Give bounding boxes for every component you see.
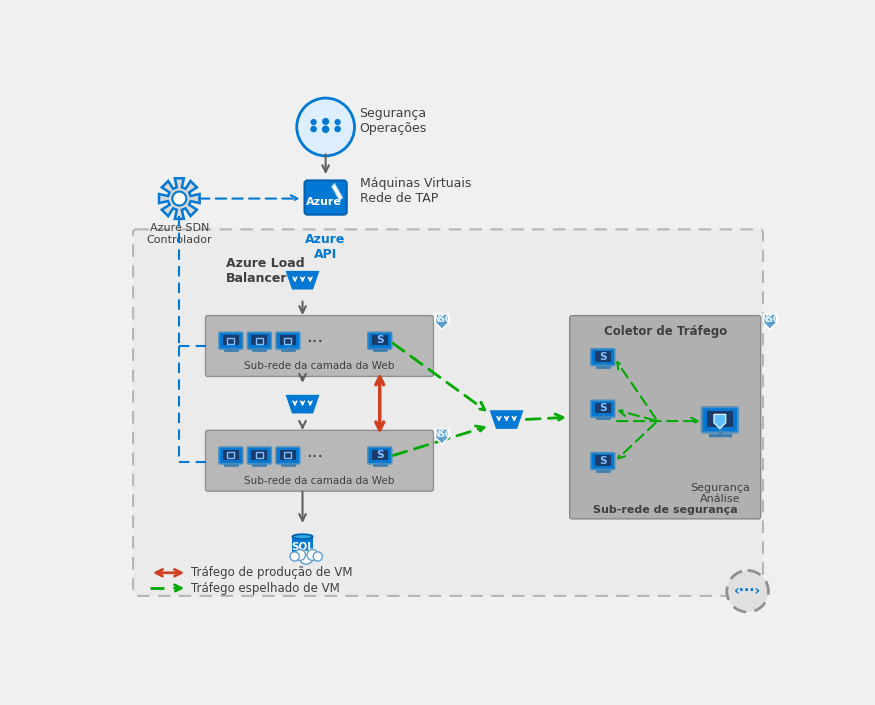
Polygon shape [332,183,343,200]
FancyBboxPatch shape [248,447,271,464]
Text: Azure Load
Balancer: Azure Load Balancer [226,257,304,285]
Circle shape [334,119,340,125]
Polygon shape [285,271,319,290]
Text: S: S [376,335,383,345]
FancyBboxPatch shape [368,332,392,349]
Circle shape [299,551,313,564]
Ellipse shape [292,534,312,539]
FancyBboxPatch shape [591,453,615,470]
Text: Azure
API: Azure API [305,233,346,262]
FancyBboxPatch shape [280,335,296,345]
Text: NSG: NSG [433,316,451,324]
FancyBboxPatch shape [280,450,296,460]
Polygon shape [714,415,725,429]
FancyBboxPatch shape [219,447,243,464]
Text: S: S [599,455,606,465]
Circle shape [307,550,318,560]
FancyBboxPatch shape [223,335,239,345]
FancyBboxPatch shape [595,403,611,413]
Text: Máquinas Virtuais
Rede de TAP: Máquinas Virtuais Rede de TAP [360,177,471,205]
Circle shape [727,570,768,612]
Text: Tráfego espelhado de VM: Tráfego espelhado de VM [191,582,340,595]
Text: ···: ··· [306,333,324,351]
Polygon shape [763,314,776,329]
FancyBboxPatch shape [591,349,615,366]
Circle shape [322,118,329,125]
Text: ‹···›: ‹···› [734,584,761,599]
Circle shape [172,192,186,206]
Text: Sub-rede de segurança: Sub-rede de segurança [593,505,738,515]
Text: Azure SDN
Controlador: Azure SDN Controlador [146,223,212,245]
Circle shape [295,550,305,560]
Polygon shape [285,395,319,413]
Circle shape [297,98,354,156]
Text: NSG: NSG [761,316,779,324]
Circle shape [290,552,299,561]
Circle shape [313,552,322,561]
FancyBboxPatch shape [368,447,392,464]
FancyBboxPatch shape [248,332,271,349]
FancyBboxPatch shape [219,332,243,349]
Text: S: S [599,403,606,413]
Text: Segurança
Análise: Segurança Análise [690,483,750,504]
Ellipse shape [322,125,329,133]
Text: Azure: Azure [306,197,342,207]
Text: Sub-rede da camada da Web: Sub-rede da camada da Web [244,476,395,486]
FancyBboxPatch shape [251,335,268,345]
Circle shape [311,119,317,125]
Text: ···: ··· [306,448,324,466]
Text: Coletor de Tráfego: Coletor de Tráfego [604,325,727,338]
Polygon shape [436,429,448,444]
FancyBboxPatch shape [304,180,347,214]
Text: Segurança
Operações: Segurança Operações [360,106,427,135]
FancyBboxPatch shape [591,400,615,417]
Ellipse shape [334,125,341,133]
FancyBboxPatch shape [702,407,738,432]
Polygon shape [436,314,448,329]
FancyBboxPatch shape [251,450,268,460]
Polygon shape [159,178,200,219]
Text: S: S [376,450,383,460]
Ellipse shape [292,551,312,556]
FancyBboxPatch shape [133,229,763,596]
FancyBboxPatch shape [570,316,760,519]
FancyBboxPatch shape [276,332,300,349]
FancyBboxPatch shape [292,537,312,553]
FancyBboxPatch shape [206,316,433,376]
FancyBboxPatch shape [223,450,239,460]
FancyBboxPatch shape [206,430,433,491]
Text: SQL: SQL [291,541,314,551]
Text: Sub-rede da camada da Web: Sub-rede da camada da Web [244,362,395,372]
Text: S: S [599,352,606,362]
FancyBboxPatch shape [372,450,388,460]
FancyBboxPatch shape [595,352,611,362]
Text: NSG: NSG [433,430,451,439]
Text: Tráfego de produção de VM: Tráfego de produção de VM [191,566,353,580]
Polygon shape [490,410,523,429]
FancyBboxPatch shape [595,455,611,466]
FancyBboxPatch shape [276,447,300,464]
FancyBboxPatch shape [707,411,732,427]
Ellipse shape [311,125,317,133]
FancyBboxPatch shape [372,335,388,345]
